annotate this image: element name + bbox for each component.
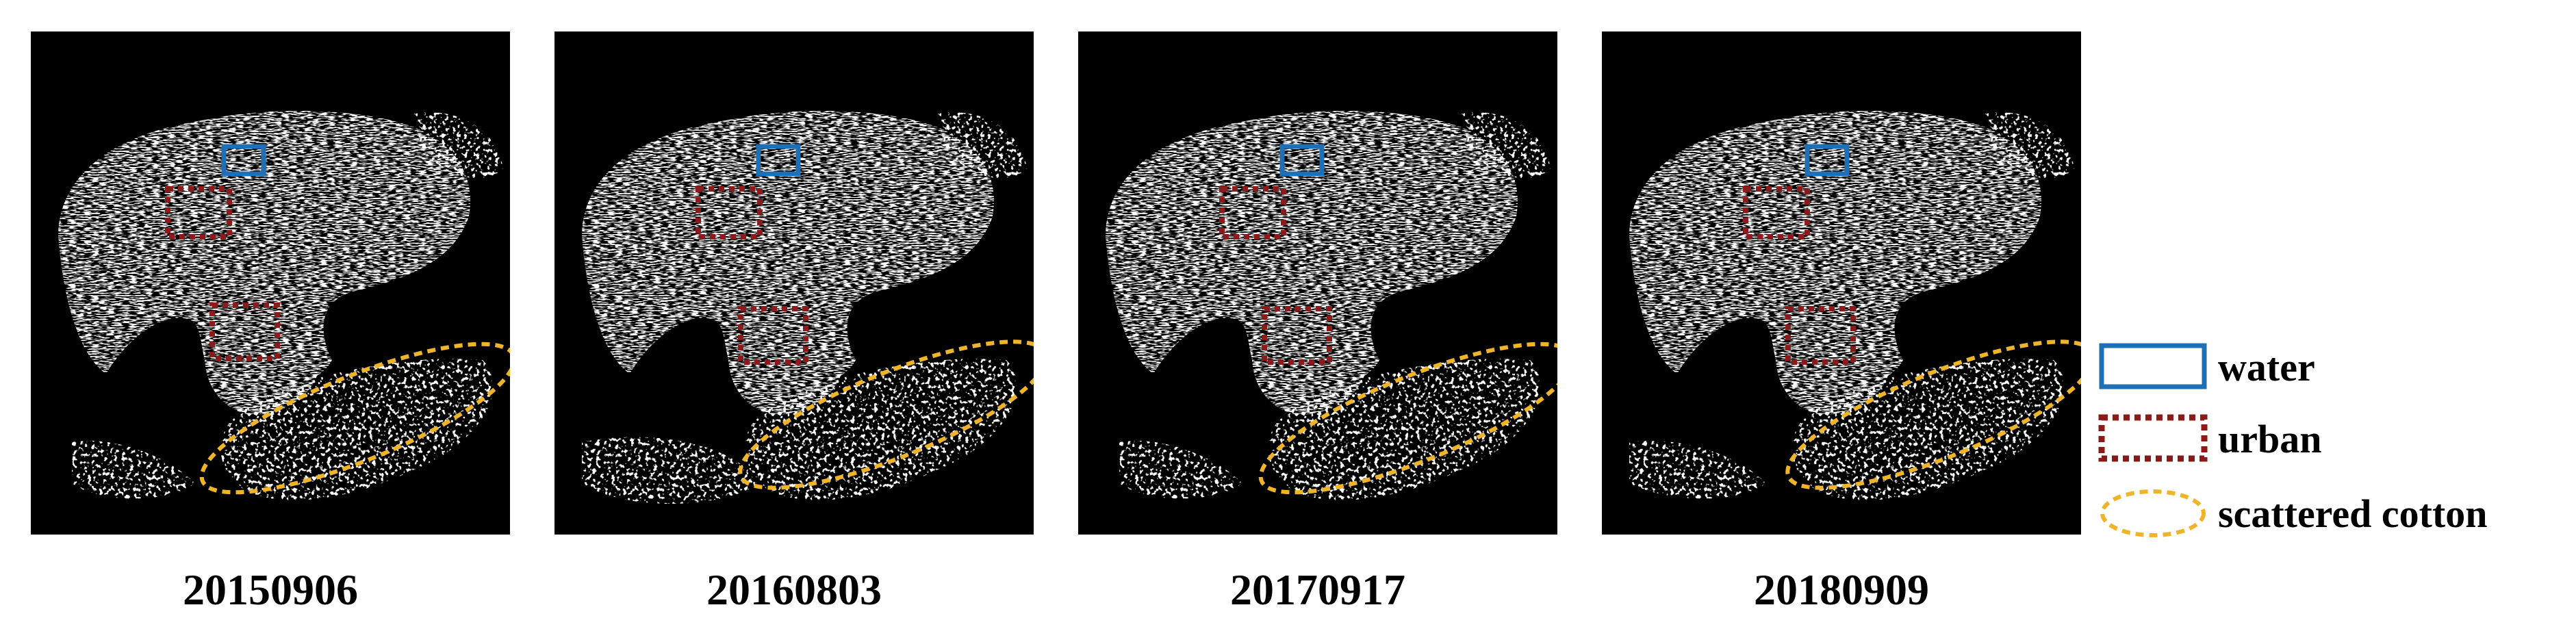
legend-label: water: [2218, 345, 2315, 389]
panel-date-label: 20160803: [706, 565, 882, 614]
urban-box: [1262, 306, 1332, 365]
scattered-cotton-swatch-icon: [2100, 489, 2206, 537]
cotton-map-image: [1078, 31, 1557, 535]
cotton-map-image: [554, 31, 1034, 535]
urban-box: [1743, 186, 1810, 240]
urban-box: [209, 303, 280, 361]
map-panel-4: [1602, 31, 2081, 535]
urban-box: [1219, 186, 1286, 240]
scattered-cotton-ellipse: [199, 342, 510, 495]
map-panel-2: [554, 31, 1034, 535]
legend-label: urban: [2218, 417, 2322, 461]
legend: water urban scattered cotton: [2091, 342, 2571, 548]
scattered-cotton-ellipse: [1258, 342, 1557, 495]
urban-box: [165, 186, 232, 240]
water-box: [221, 144, 266, 177]
urban-box: [738, 306, 808, 365]
panel-date-label: 20150906: [183, 565, 358, 614]
cotton-map-image: [31, 31, 510, 535]
urban-swatch-icon: [2098, 414, 2208, 462]
urban-box: [696, 186, 763, 240]
map-panel-3: [1078, 31, 1557, 535]
panel-date-label: 20170917: [1230, 565, 1405, 614]
water-box: [756, 144, 801, 177]
panel-date-label: 20180909: [1754, 565, 1929, 614]
cotton-map-image: [1602, 31, 2081, 535]
water-box: [1805, 144, 1850, 177]
map-panel-1: [31, 31, 510, 535]
legend-label: scattered cotton: [2218, 491, 2488, 536]
urban-box: [1785, 306, 1856, 365]
water-box: [1279, 144, 1325, 177]
water-swatch-icon: [2099, 343, 2207, 389]
